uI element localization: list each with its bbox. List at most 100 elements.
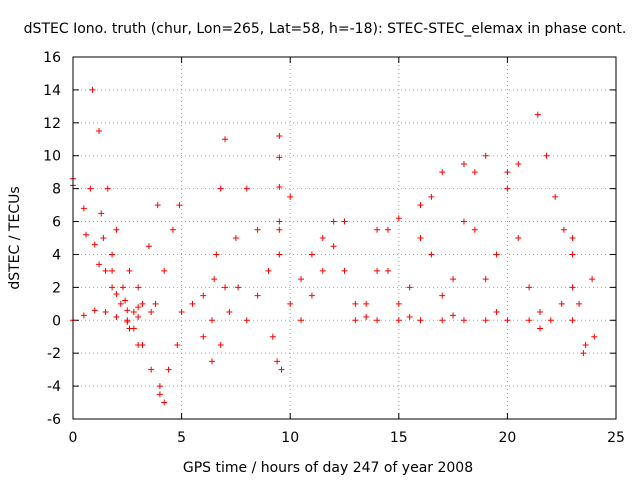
data-point [124,307,131,314]
data-point [493,309,500,316]
data-point [217,185,224,192]
data-point [165,366,172,373]
data-point [352,300,359,307]
data-point [232,235,239,241]
data-point [126,267,133,274]
data-point [526,284,533,291]
data-point [374,267,381,274]
plot-frame [72,56,617,420]
data-point [104,185,111,192]
data-point [154,202,161,209]
data-point [569,251,576,258]
data-point [89,86,96,93]
data-point [341,267,348,274]
y-tick-label: 14 [43,83,61,99]
y-tick-label: 12 [43,116,61,132]
data-point [504,185,511,192]
data-point [395,317,402,324]
data-point [109,284,116,291]
data-point [278,366,285,373]
data-point [87,185,94,192]
x-tick-label: 5 [177,430,186,446]
data-point [460,218,467,225]
data-point [269,333,276,340]
data-point [243,317,250,324]
data-point [330,218,337,225]
data-point [102,309,109,316]
y-tick-label: -4 [47,379,61,395]
data-point [417,317,424,324]
data-point [254,226,261,233]
data-point [560,226,567,233]
data-point [287,193,294,200]
data-point [96,128,103,135]
data-point [504,169,511,176]
chart-title: dSTEC Iono. truth (chur, Lon=265, Lat=58… [24,21,627,37]
data-point [176,202,183,209]
data-point [558,300,565,307]
data-point [276,183,283,190]
data-point [536,325,543,332]
tick-labels: 0 5 10 15 20 25 -6 -4 -2 0 2 4 6 8 10 12 14 16 [43,50,625,446]
data-point [534,111,541,118]
y-tick-label: -6 [47,412,61,428]
data-point [543,152,550,159]
data-point [276,154,283,161]
data-point [471,169,478,176]
data-point [135,313,142,320]
y-tick-label: 0 [52,313,61,329]
data-point [96,261,103,268]
data-point [161,267,168,274]
data-point [341,218,348,225]
data-point [200,333,207,340]
data-point [276,132,283,139]
data-point [460,160,467,167]
y-tick-label: 6 [52,215,61,231]
data-point [161,399,168,406]
y-tick-label: 2 [52,280,61,296]
data-point [547,317,554,324]
data-points [70,86,598,406]
data-point [526,317,533,324]
data-point [363,300,370,307]
data-point [482,276,489,283]
y-tick-label: 10 [43,149,61,165]
data-point [226,309,233,316]
data-point [582,341,589,348]
data-point [148,309,155,316]
data-point [450,276,457,283]
data-point [287,300,294,307]
data-point [276,226,283,233]
x-tick-label: 20 [498,430,516,446]
data-point [109,251,116,258]
data-point [211,276,218,283]
data-point [80,205,87,212]
data-point [100,235,107,241]
data-point [80,312,87,319]
data-point [109,267,116,274]
data-point [152,300,159,307]
data-point [102,267,109,274]
data-point [222,284,229,291]
data-point [319,235,326,241]
data-point [319,267,326,274]
data-point [471,226,478,233]
data-point [113,313,120,320]
data-point [482,152,489,159]
x-axis-label: GPS time / hours of day 247 of year 2008 [183,460,473,476]
data-point [276,251,283,258]
data-point [589,276,596,283]
data-point [493,251,500,258]
data-point [222,136,229,143]
data-point [450,312,457,319]
data-point [174,341,181,348]
data-point [515,235,522,241]
data-point [139,341,146,348]
x-tick-label: 15 [390,430,408,446]
data-point [406,284,413,291]
data-point [254,292,261,299]
data-point [169,226,176,233]
data-point [439,169,446,176]
data-point [482,317,489,324]
data-point [213,251,220,258]
